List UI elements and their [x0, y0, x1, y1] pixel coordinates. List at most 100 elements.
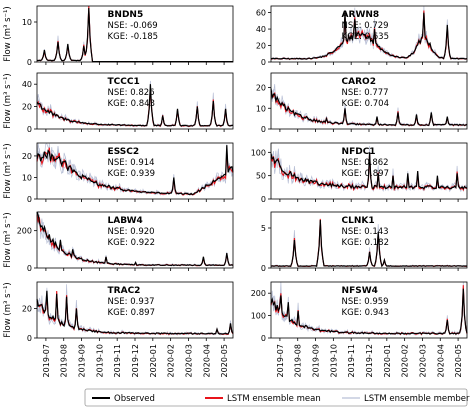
- legend: Observed LSTM ensemble mean LSTM ensemble …: [84, 388, 470, 407]
- x-tick-label: 2020-05: [454, 344, 463, 377]
- y-axis-label: Flow (m³ s⁻¹): [3, 143, 13, 198]
- x-tick-label: 2020-01: [149, 344, 158, 377]
- y-tick-label: 40: [256, 25, 266, 34]
- kge-value: KGE: 0.939: [108, 169, 155, 179]
- x-tick-label: 2020-03: [418, 344, 427, 377]
- x-tick-label: 2019-09: [78, 344, 87, 377]
- x-tick-label: 2019-10: [95, 344, 104, 377]
- x-tick-label: 2020-05: [220, 344, 229, 377]
- y-tick-label: 0: [261, 125, 266, 134]
- y-tick-label: 20: [22, 152, 32, 161]
- nse-value: NSE: 0.937: [108, 297, 155, 307]
- nse-value: NSE: 0.959: [342, 297, 389, 307]
- y-tick-label: 5: [261, 224, 266, 233]
- kge-value: KGE: 0.704: [342, 99, 389, 109]
- y-tick-label: 60: [256, 9, 266, 18]
- panel-nfsw4: 0 100 200 2019-07 2019-08 2019-09 2019-10 2019-…: [251, 281, 468, 377]
- y-tick-label: 0: [27, 195, 32, 204]
- kge-value: KGE: 0.843: [108, 99, 155, 109]
- station-name: BNDN5: [108, 10, 144, 20]
- legend-frame: [84, 388, 468, 407]
- nse-value: NSE: 0.777: [342, 88, 389, 98]
- y-tick-label: 50: [256, 172, 266, 181]
- observed-line: [270, 152, 468, 191]
- x-tick-label: 2019-07: [276, 344, 285, 377]
- y-tick-label: 100: [251, 312, 266, 321]
- y-tick-label: 10: [22, 173, 32, 182]
- y-tick-label: 20: [256, 84, 266, 93]
- nse-value: NSE: 0.143: [342, 227, 389, 237]
- y-tick-label: 10: [22, 18, 32, 27]
- observed-line: [270, 288, 468, 335]
- station-name: NFDC1: [342, 147, 376, 157]
- y-tick-label: 0: [27, 125, 32, 134]
- observed-line: [270, 219, 467, 268]
- y-tick-label: 100: [251, 148, 266, 157]
- y-tick-label: 200: [17, 227, 32, 236]
- station-name: TCCC1: [108, 77, 140, 87]
- station-name: ARWN8: [342, 10, 380, 20]
- nse-value: NSE: 0.920: [108, 227, 155, 237]
- y-tick-label: 200: [251, 289, 266, 298]
- y-tick-label: 20: [22, 305, 32, 314]
- observed-line: [36, 84, 233, 127]
- x-tick-label: 2020-02: [167, 344, 176, 377]
- kge-value: KGE: 0.943: [342, 308, 389, 318]
- y-tick-label: 0: [261, 264, 266, 273]
- y-axis-label: Flow (m³ s⁻¹): [3, 282, 13, 337]
- x-tick-label: 2020-03: [184, 344, 193, 377]
- observed-line: [36, 7, 233, 63]
- station-name: LABW4: [108, 216, 143, 226]
- x-tick-label: 2019-11: [113, 344, 122, 377]
- nse-value: NSE: 0.862: [342, 158, 389, 168]
- x-tick-label: 2020-04: [436, 344, 445, 377]
- x-tick-label: 2019-09: [312, 344, 321, 377]
- nse-value: NSE: 0.729: [342, 21, 389, 31]
- panel-trac2: 0 20 2019-07 2019-08 2019-09 2019-10 2019-11 20…: [3, 281, 234, 377]
- kge-value: KGE: 0.897: [108, 308, 155, 318]
- kge-value: KGE: 0.182: [342, 238, 389, 248]
- x-tick-label: 2020-01: [383, 344, 392, 377]
- legend-label: LSTM ensemble member: [364, 394, 470, 404]
- legend-label: Observed: [114, 394, 155, 404]
- y-axis-label: Flow (m³ s⁻¹): [3, 73, 13, 128]
- station-name: CLNK1: [342, 216, 375, 226]
- station-name: ESSC2: [108, 147, 140, 157]
- y-tick-label: 0: [261, 58, 266, 67]
- y-axis-label: Flow (m³ s⁻¹): [3, 6, 13, 61]
- kge-value: KGE: 0.635: [342, 32, 389, 42]
- x-tick-label: 2019-07: [42, 344, 51, 377]
- observed-line: [36, 211, 234, 267]
- x-tick-label: 2019-12: [365, 344, 374, 377]
- kge-value: KGE: 0.897: [342, 169, 389, 179]
- x-tick-label: 2019-11: [347, 344, 356, 377]
- nse-value: NSE: 0.914: [108, 158, 155, 168]
- y-tick-label: 0: [261, 195, 266, 204]
- kge-value: KGE: 0.922: [108, 238, 155, 248]
- station-name: CARO2: [342, 77, 376, 87]
- station-name: TRAC2: [108, 286, 141, 296]
- x-tick-label: 2019-10: [329, 344, 338, 377]
- observed-line: [270, 12, 468, 60]
- x-tick-label: 2019-12: [131, 344, 140, 377]
- station-name: NFSW4: [342, 286, 378, 296]
- y-tick-label: 20: [256, 42, 266, 51]
- legend-label: LSTM ensemble mean: [227, 394, 321, 404]
- nse-value: NSE: -0.069: [108, 21, 158, 31]
- y-tick-label: 20: [22, 103, 32, 112]
- y-axis-label: Flow (m³ s⁻¹): [3, 212, 13, 267]
- y-tick-label: 0: [27, 58, 32, 67]
- observed-line: [36, 145, 234, 196]
- x-tick-label: 2019-08: [294, 344, 303, 377]
- y-tick-label: 10: [256, 104, 266, 113]
- y-tick-label: 0: [27, 334, 32, 343]
